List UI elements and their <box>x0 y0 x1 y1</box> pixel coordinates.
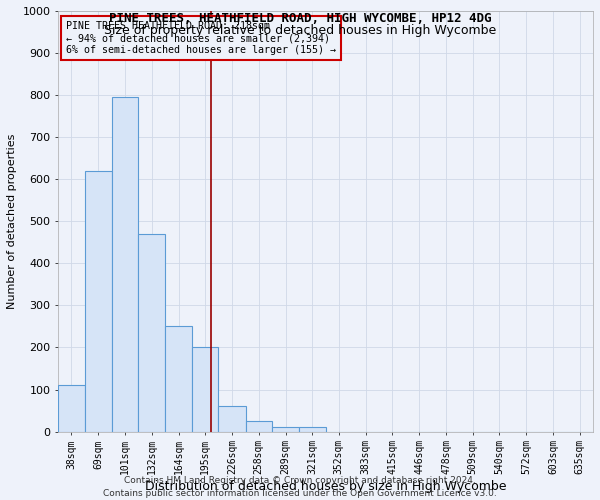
Text: PINE TREES, HEATHFIELD ROAD, HIGH WYCOMBE, HP12 4DG: PINE TREES, HEATHFIELD ROAD, HIGH WYCOMB… <box>109 12 491 26</box>
Text: Contains HM Land Registry data © Crown copyright and database right 2024.
Contai: Contains HM Land Registry data © Crown c… <box>103 476 497 498</box>
Bar <box>245 421 272 432</box>
Y-axis label: Number of detached properties: Number of detached properties <box>7 134 17 309</box>
Text: PINE TREES HEATHFIELD ROAD: 218sqm
← 94% of detached houses are smaller (2,394)
: PINE TREES HEATHFIELD ROAD: 218sqm ← 94%… <box>66 22 336 54</box>
Bar <box>85 171 112 431</box>
Bar <box>138 234 166 432</box>
Bar <box>299 428 326 432</box>
Bar <box>166 326 192 432</box>
X-axis label: Distribution of detached houses by size in High Wycombe: Distribution of detached houses by size … <box>145 480 506 493</box>
Bar <box>58 386 85 432</box>
Bar <box>272 428 299 432</box>
Text: Size of property relative to detached houses in High Wycombe: Size of property relative to detached ho… <box>104 24 496 37</box>
Bar <box>192 348 218 432</box>
Bar <box>218 406 245 432</box>
Bar <box>112 97 138 432</box>
